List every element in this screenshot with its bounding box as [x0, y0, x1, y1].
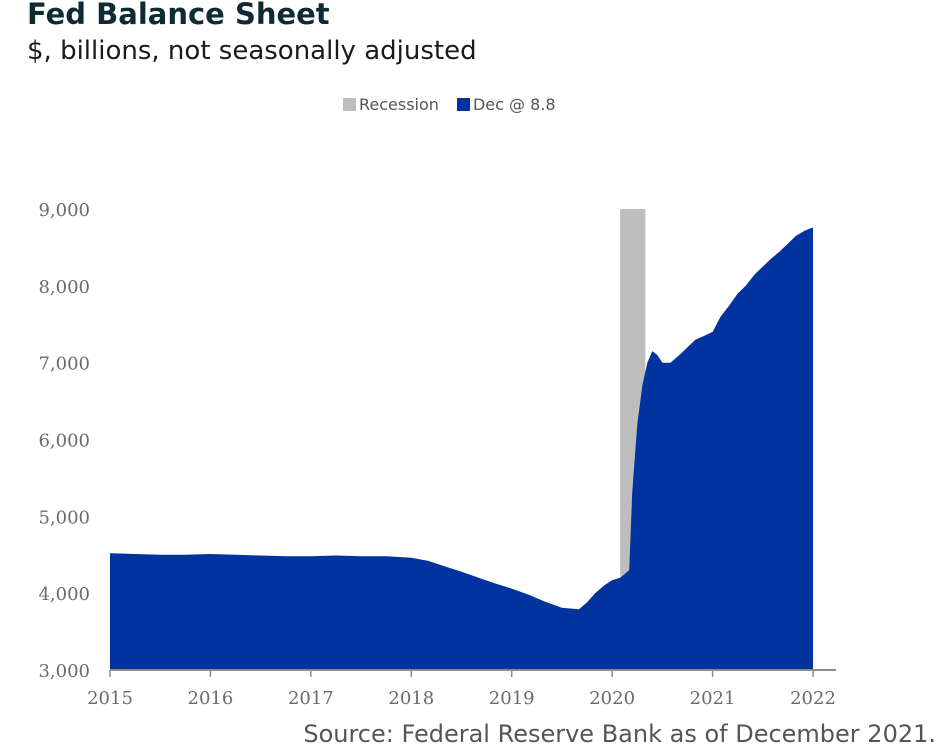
x-tick-label: 2018: [388, 688, 434, 709]
legend-swatch-recession: [343, 98, 356, 111]
legend-swatch-balance: [456, 98, 470, 111]
x-tick-label: 2016: [188, 688, 234, 709]
y-tick-labels: 3,000 4,000 5,000 6,000 7,000 8,000 9,000: [38, 200, 90, 682]
x-tick-label: 2021: [690, 688, 736, 709]
x-tick-label: 2017: [288, 688, 334, 709]
legend-item-balance: Dec @ 8.8: [456, 95, 556, 114]
legend-label-recession: Recession: [359, 95, 439, 114]
chart-title: Fed Balance Sheet: [27, 0, 330, 31]
x-tick-label: 2019: [489, 688, 535, 709]
y-tick-label: 6,000: [38, 431, 90, 452]
legend-label-balance: Dec @ 8.8: [472, 95, 556, 114]
x-tick-label: 2015: [87, 688, 133, 709]
axis-layer: [109, 669, 836, 677]
y-tick-label: 5,000: [38, 507, 90, 528]
chart-subtitle: $, billions, not seasonally adjusted: [27, 36, 477, 66]
x-tick-labels: 2015 2016 2017 2018 2019 2020 2021 2022: [87, 688, 836, 709]
balance-area-layer: [110, 227, 813, 670]
y-tick-label: 4,000: [38, 584, 90, 605]
source-note: Source: Federal Reserve Bank as of Decem…: [303, 720, 936, 748]
balance-area: [110, 227, 813, 670]
y-tick-label: 7,000: [38, 354, 90, 375]
x-tick-label: 2022: [790, 688, 836, 709]
y-tick-label: 3,000: [38, 661, 90, 682]
x-tick-label: 2020: [589, 688, 635, 709]
y-tick-label: 8,000: [38, 277, 90, 298]
legend-item-recession: Recession: [343, 95, 439, 114]
y-tick-label: 9,000: [38, 200, 90, 221]
legend: Recession Dec @ 8.8: [343, 95, 574, 114]
